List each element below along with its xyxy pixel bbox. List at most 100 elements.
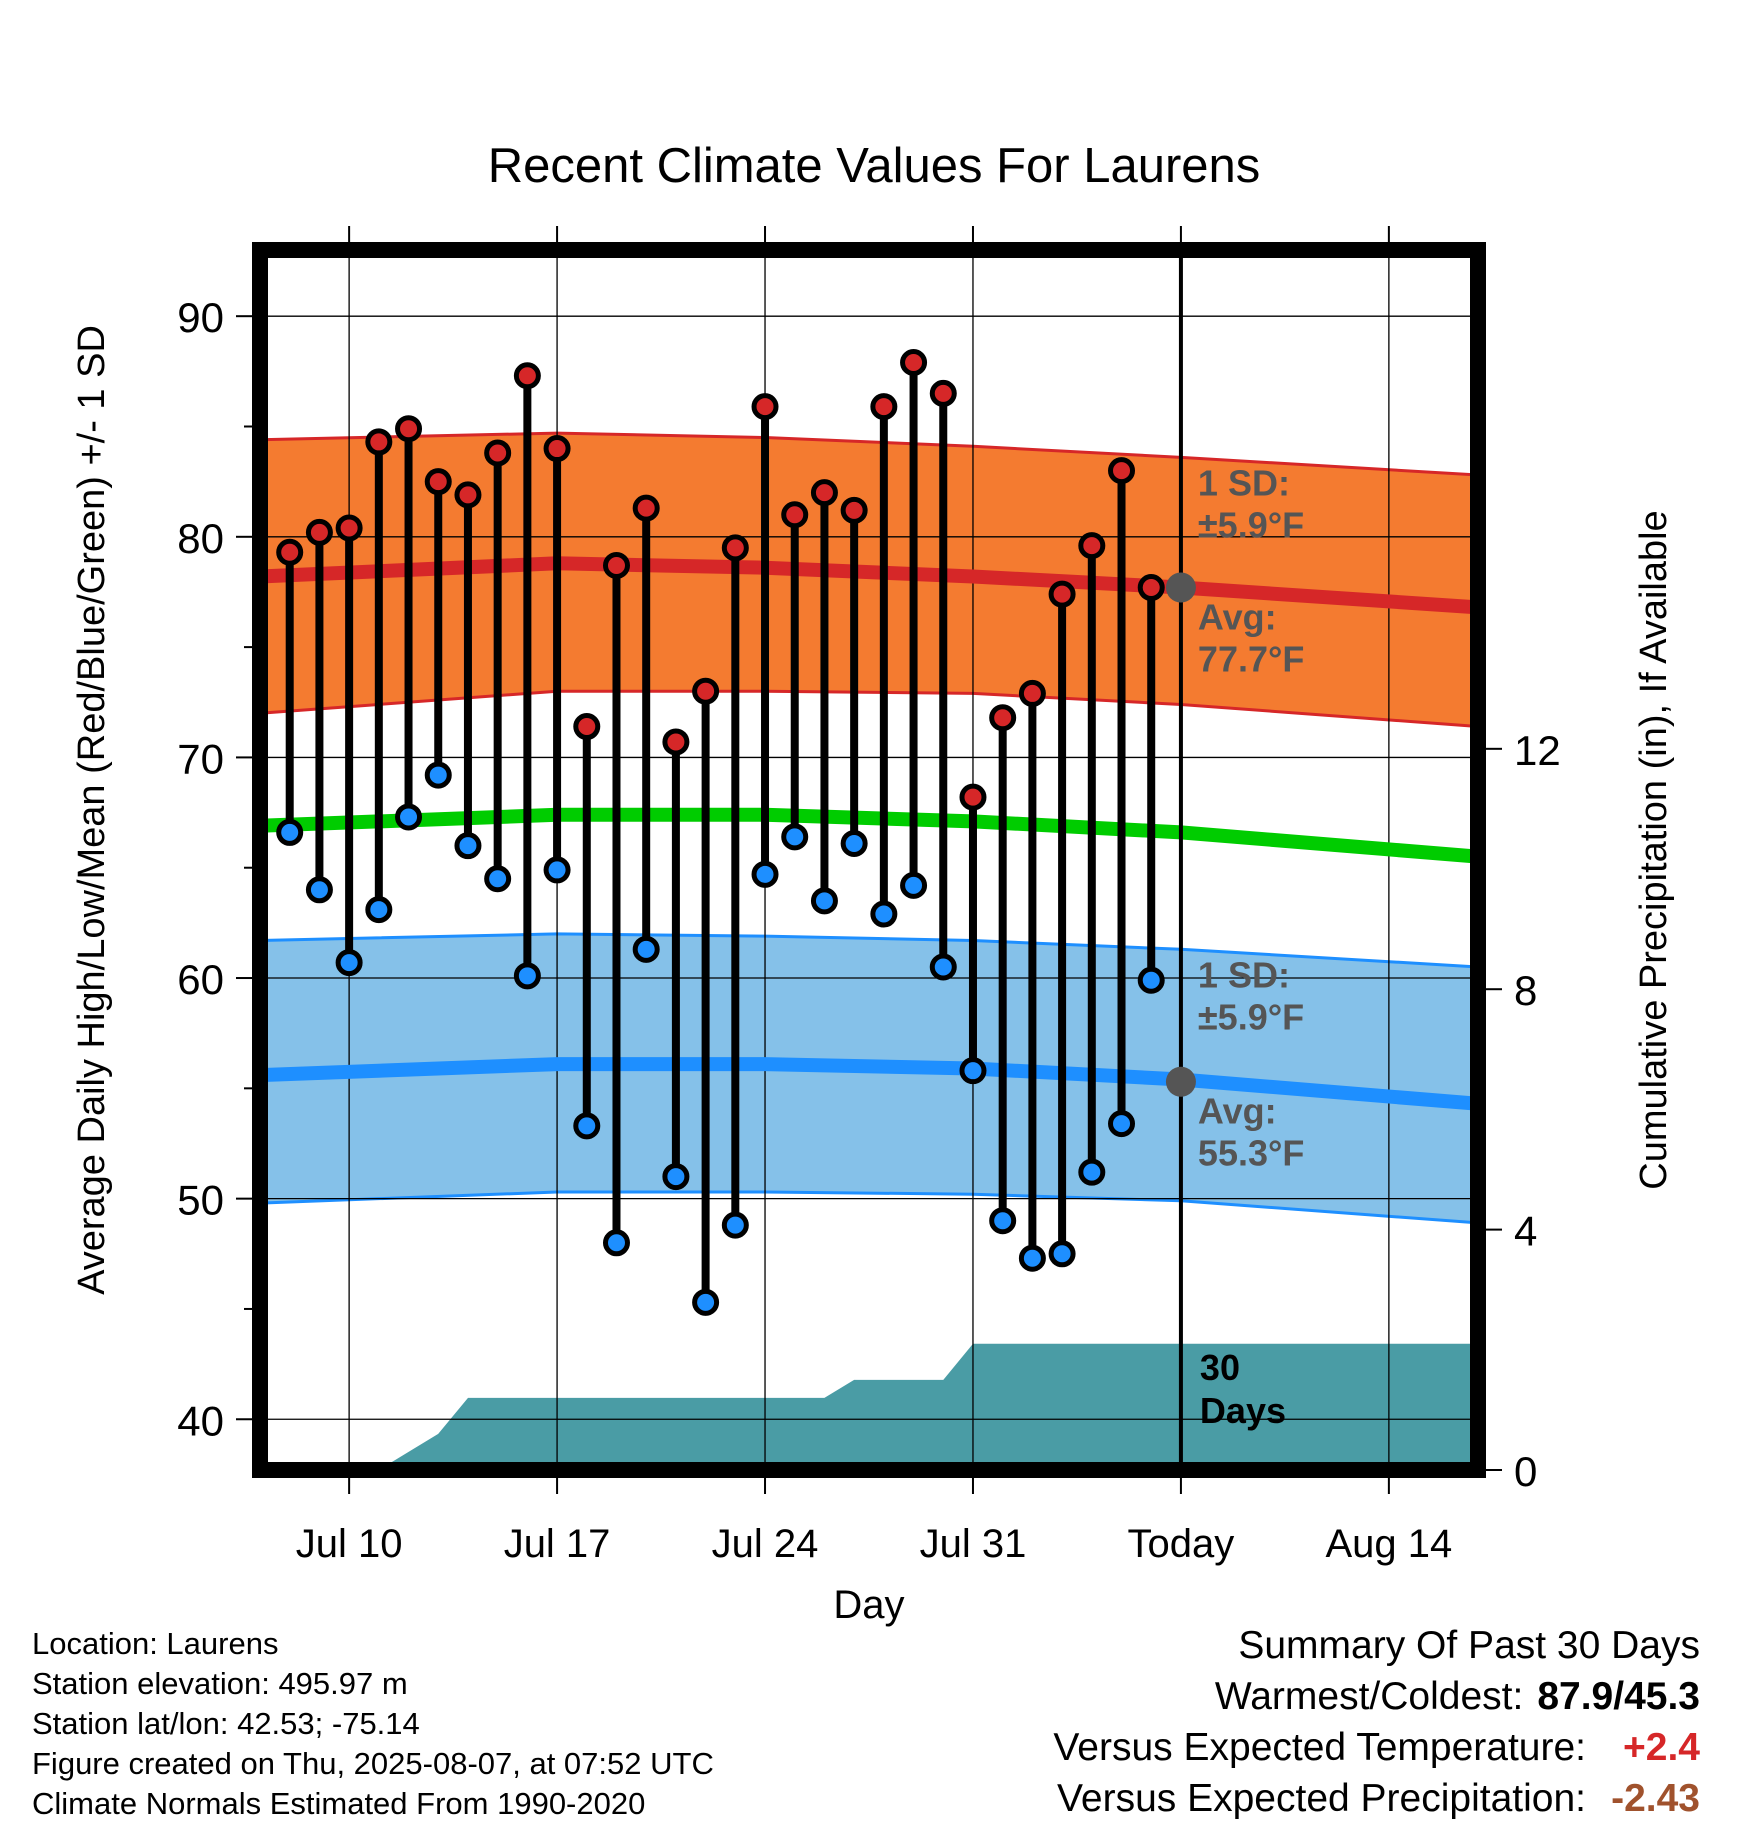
high-sd-value: ±5.9°F: [1198, 504, 1304, 545]
y2-axis-label: Cumulative Precipitation (in), If Availa…: [1633, 510, 1675, 1189]
high-sd-band: [260, 433, 1478, 727]
daily-low-point: [1048, 1240, 1076, 1268]
daily-high-point: [989, 704, 1017, 732]
y2-tick-label: 0: [1514, 1448, 1537, 1495]
daily-low-point: [751, 860, 779, 888]
low-avg-label: Avg:: [1198, 1091, 1277, 1132]
plot-frame: [252, 242, 1486, 1478]
summary-heading: Summary Of Past 30 Days: [1238, 1624, 1700, 1667]
daily-high-point: [276, 538, 304, 566]
daily-high-point: [573, 713, 601, 741]
y2-tick-label: 8: [1514, 967, 1537, 1014]
daily-low-point: [840, 829, 868, 857]
low-avg-line: [260, 1057, 1478, 1111]
latlon-text: Station lat/lon: 42.53; -75.14: [32, 1706, 420, 1741]
daily-low-point: [365, 896, 393, 924]
daily-low-point: [513, 962, 541, 990]
warmest-label: Warmest/Coldest:: [1214, 1675, 1524, 1718]
daily-low-point: [632, 935, 660, 963]
daily-high-point: [1137, 574, 1165, 602]
daily-high-point: [662, 728, 690, 756]
precip-label-line2: Days: [1200, 1390, 1286, 1431]
high-avg-label: Avg:: [1198, 597, 1277, 638]
precip-label-line1: 30: [1200, 1347, 1240, 1388]
high-sd-upper-line: [260, 431, 1478, 477]
x-tick-label: Jul 31: [920, 1522, 1027, 1566]
y-tick-label: 70: [177, 735, 224, 782]
daily-high-point: [900, 349, 928, 377]
low-sd-band: [260, 933, 1478, 1223]
plot-area: [260, 250, 1478, 1470]
low-sd-upper-line: [260, 932, 1478, 969]
daily-high-point: [335, 514, 363, 542]
daily-high-point: [870, 393, 898, 421]
low-sd-value: ±5.9°F: [1198, 996, 1304, 1037]
x-tick-label: Jul 24: [712, 1522, 819, 1566]
daily-low-point: [276, 818, 304, 846]
high-avg-line: [260, 556, 1478, 615]
daily-high-point: [840, 496, 868, 524]
y-tick-label: 50: [177, 1177, 224, 1224]
daily-high-point: [1018, 679, 1046, 707]
summary-warmest-row: Warmest/Coldest: 87.9/45.3: [1053, 1671, 1700, 1722]
daily-low-point: [484, 865, 512, 893]
created-text: Figure created on Thu, 2025-08-07, at 07…: [32, 1746, 714, 1781]
y2-tick-label: 12: [1514, 727, 1561, 774]
daily-high-point: [395, 415, 423, 443]
daily-high-point: [424, 468, 452, 496]
daily-low-point: [335, 949, 363, 977]
daily-high-point: [484, 439, 512, 467]
daily-low-point: [959, 1057, 987, 1085]
daily-high-point: [751, 393, 779, 421]
daily-high-point: [1108, 457, 1136, 485]
x-axis-label: Day: [833, 1583, 904, 1627]
daily-low-point: [870, 900, 898, 928]
daily-high-point: [513, 362, 541, 390]
temp-label: Versus Expected Temperature:: [1053, 1726, 1586, 1769]
normals-text: Climate Normals Estimated From 1990-2020: [32, 1786, 646, 1821]
warmest-value: 87.9/45.3: [1537, 1675, 1700, 1718]
daily-low-point: [1018, 1244, 1046, 1272]
low-avg-value: 55.3°F: [1198, 1133, 1304, 1174]
summary-temp-row: Versus Expected Temperature: +2.4: [1053, 1722, 1700, 1773]
summary-precip-row: Versus Expected Precipitation: -2.43: [1053, 1773, 1700, 1824]
daily-high-point: [305, 518, 333, 546]
y-tick-label: 40: [177, 1397, 224, 1444]
daily-low-point: [424, 761, 452, 789]
today-low-avg-point: [1165, 1066, 1196, 1097]
y2-tick-label: 4: [1514, 1208, 1537, 1255]
x-tick-label: Jul 10: [296, 1522, 403, 1566]
location-text: Location: Laurens: [32, 1626, 279, 1661]
daily-low-point: [1108, 1110, 1136, 1138]
daily-low-point: [1078, 1158, 1106, 1186]
daily-high-point: [602, 551, 630, 579]
daily-low-point: [781, 823, 809, 851]
daily-high-point: [810, 479, 838, 507]
daily-high-point: [543, 435, 571, 463]
daily-high-point: [929, 379, 957, 407]
high-sd-label: 1 SD:: [1198, 462, 1290, 503]
y-tick-label: 90: [177, 294, 224, 341]
daily-high-point: [692, 677, 720, 705]
high-avg-value: 77.7°F: [1198, 639, 1304, 680]
daily-high-point: [632, 494, 660, 522]
daily-low-point: [662, 1163, 690, 1191]
summary-panel: Summary Of Past 30 Days Warmest/Coldest:…: [1053, 1620, 1700, 1824]
daily-low-point: [989, 1207, 1017, 1235]
precip-label: Versus Expected Precipitation:: [1057, 1777, 1586, 1820]
today-high-avg-point: [1165, 572, 1196, 603]
x-tick-label: Today: [1128, 1522, 1235, 1566]
temp-value: +2.4: [1623, 1726, 1700, 1769]
x-tick-label: Aug 14: [1325, 1522, 1452, 1566]
precip-value: -2.43: [1611, 1777, 1700, 1820]
daily-high-point: [1078, 532, 1106, 560]
daily-high-point: [781, 501, 809, 529]
daily-low-point: [602, 1229, 630, 1257]
low-sd-lower-line: [260, 1190, 1478, 1225]
daily-low-point: [810, 887, 838, 915]
daily-high-point: [959, 783, 987, 811]
mean-avg-line: [260, 807, 1478, 864]
y-tick-label: 80: [177, 515, 224, 562]
x-tick-label: Jul 17: [504, 1522, 611, 1566]
